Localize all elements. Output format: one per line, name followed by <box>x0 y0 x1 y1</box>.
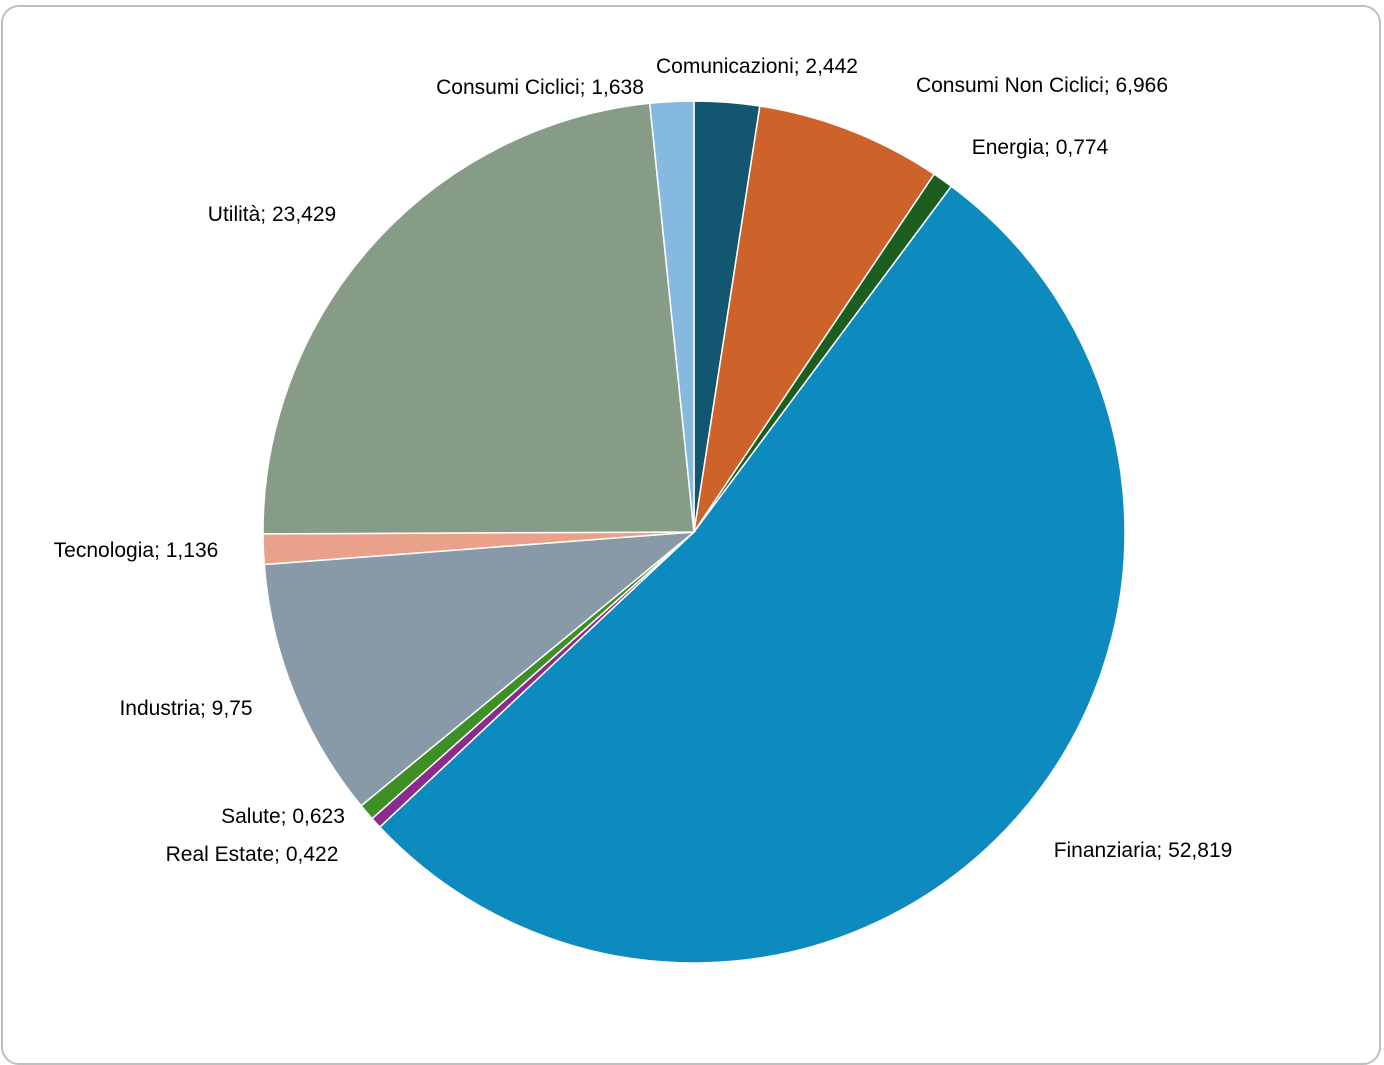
pie-slices <box>262 100 1126 964</box>
data-label-consumi-ciclici: Consumi Ciclici; 1,638 <box>436 76 644 99</box>
data-label-finanziaria: Finanziaria; 52,819 <box>1054 839 1233 862</box>
pie-labels: Comunicazioni; 2,442 Consumi Non Ciclici;… <box>54 55 1233 866</box>
pie-slice-finanziaria <box>378 185 1126 964</box>
data-label-tecnologia: Tecnologia; 1,136 <box>54 539 219 562</box>
pie-slice-industria <box>263 531 697 807</box>
data-label-real-estate: Real Estate; 0,422 <box>166 843 339 866</box>
pie-slice-utilit <box>262 102 695 535</box>
pie-slice-consumi-non-ciclici <box>693 105 936 533</box>
data-label-comunicazioni: Comunicazioni; 2,442 <box>656 55 858 78</box>
data-label-consumi-non-ciclici: Consumi Non Ciclici; 6,966 <box>916 74 1168 97</box>
data-label-industria: Industria; 9,75 <box>119 697 252 720</box>
data-label-salute: Salute; 0,623 <box>221 805 345 828</box>
pie-slice-consumi-ciclici <box>648 100 695 533</box>
data-label-energia: Energia; 0,774 <box>972 136 1109 159</box>
data-label-utilit: Utilità; 23,429 <box>208 203 336 226</box>
